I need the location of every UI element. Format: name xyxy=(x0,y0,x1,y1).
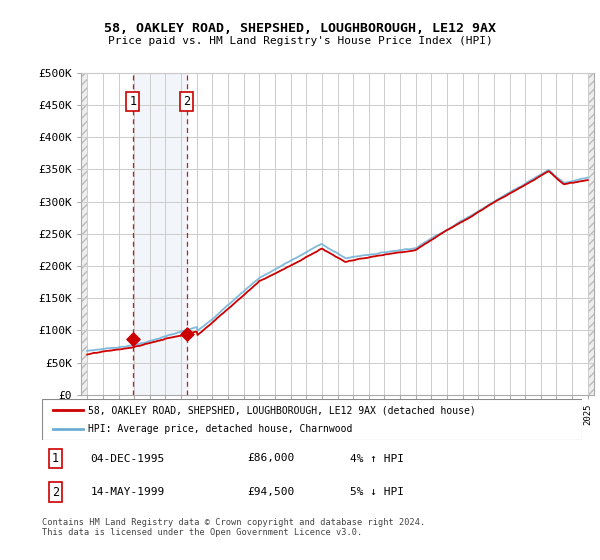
Text: 04-DEC-1995: 04-DEC-1995 xyxy=(91,454,165,464)
Text: 1: 1 xyxy=(130,95,136,108)
Text: 58, OAKLEY ROAD, SHEPSHED, LOUGHBOROUGH, LE12 9AX (detached house): 58, OAKLEY ROAD, SHEPSHED, LOUGHBOROUGH,… xyxy=(88,405,476,415)
Text: 14-MAY-1999: 14-MAY-1999 xyxy=(91,487,165,497)
Text: 58, OAKLEY ROAD, SHEPSHED, LOUGHBOROUGH, LE12 9AX: 58, OAKLEY ROAD, SHEPSHED, LOUGHBOROUGH,… xyxy=(104,22,496,35)
Text: HPI: Average price, detached house, Charnwood: HPI: Average price, detached house, Char… xyxy=(88,424,352,433)
Text: £94,500: £94,500 xyxy=(247,487,295,497)
Bar xyxy=(133,73,187,395)
Point xyxy=(128,335,138,344)
Text: 1: 1 xyxy=(52,452,59,465)
Text: £86,000: £86,000 xyxy=(247,454,295,464)
Text: Contains HM Land Registry data © Crown copyright and database right 2024.
This d: Contains HM Land Registry data © Crown c… xyxy=(42,518,425,538)
Text: Price paid vs. HM Land Registry's House Price Index (HPI): Price paid vs. HM Land Registry's House … xyxy=(107,36,493,46)
Point xyxy=(182,329,191,338)
Text: 2: 2 xyxy=(52,486,59,498)
Bar xyxy=(81,73,594,395)
Text: 2: 2 xyxy=(184,95,190,108)
Text: 5% ↓ HPI: 5% ↓ HPI xyxy=(350,487,404,497)
Text: 4% ↑ HPI: 4% ↑ HPI xyxy=(350,454,404,464)
